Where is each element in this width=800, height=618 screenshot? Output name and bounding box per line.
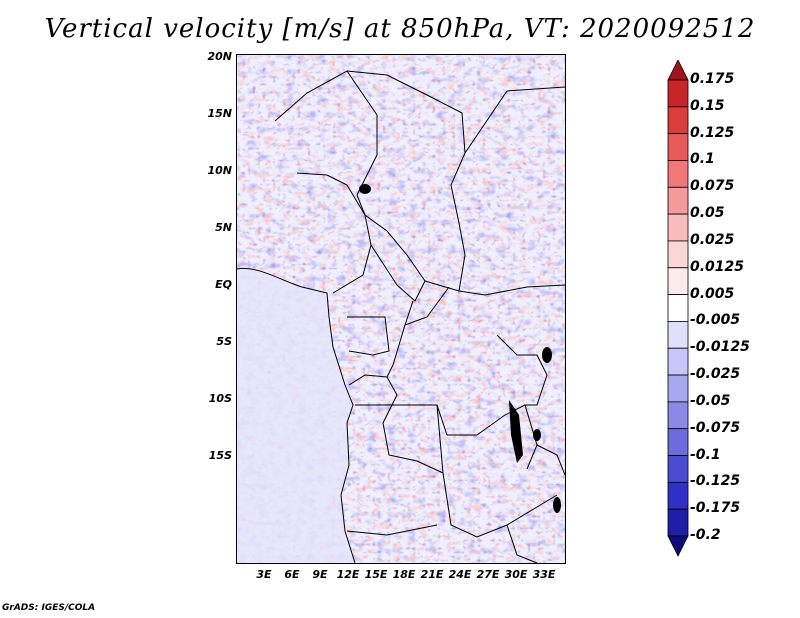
colorbar-tick-label: 0.0125: [690, 258, 745, 275]
lon-label: 3E: [256, 568, 272, 581]
colorbar: [667, 60, 689, 557]
colorbar-segment: [667, 401, 689, 430]
lon-label: 33E: [532, 568, 556, 581]
colorbar-tick-label: -0.2: [690, 527, 721, 543]
colorbar-segment: [667, 106, 689, 135]
colorbar-segment: [667, 267, 689, 295]
colorbar-segment: [667, 481, 689, 510]
colorbar-segment: [667, 213, 689, 242]
colorbar-segment: [667, 160, 689, 188]
colorbar-segment: [667, 133, 689, 161]
colorbar-tick-label: -0.075: [690, 419, 741, 436]
colorbar-segment: [667, 508, 689, 537]
lon-label: 21E: [420, 568, 444, 581]
chart-title: Vertical velocity [m/s] at 850hPa, VT: 2…: [44, 14, 756, 44]
grads-credit: GrADS: IGES/COLA: [2, 603, 96, 613]
colorbar-segment: [667, 186, 689, 215]
lat-label: 20N: [207, 50, 232, 63]
colorbar-tick-label: 0.025: [690, 231, 735, 248]
colorbar-tick-label: -0.175: [690, 500, 741, 517]
colorbar-tick-label: -0.025: [690, 366, 741, 383]
lat-label: 15S: [208, 449, 232, 462]
lon-label: 27E: [476, 568, 500, 581]
colorbar-tick-label: 0.125: [690, 124, 735, 141]
lon-label: 30E: [504, 568, 528, 581]
lon-label: 24E: [448, 568, 472, 581]
colorbar-top-arrow: [667, 60, 689, 81]
lat-label: EQ: [215, 278, 232, 291]
map-plot-area: [236, 54, 566, 564]
colorbar-tick-label: -0.1: [690, 446, 721, 463]
colorbar-segment: [667, 79, 689, 108]
colorbar-segment: [667, 455, 689, 483]
lat-label: 10N: [207, 164, 232, 177]
colorbar-segment: [667, 347, 689, 376]
colorbar-bottom-arrow: [667, 535, 689, 557]
colorbar-tick-label: 0.15: [690, 97, 725, 114]
colorbar-tick-label: 0.075: [690, 178, 735, 195]
colorbar-tick-label: -0.0125: [690, 339, 750, 356]
lat-label: 15N: [207, 107, 232, 120]
colorbar-tick-label: -0.125: [690, 473, 741, 490]
colorbar-segment: [667, 294, 689, 322]
colorbar-segment: [667, 428, 689, 456]
lat-label: 5S: [216, 335, 232, 348]
lon-label: 18E: [392, 568, 416, 581]
country-borders: [237, 70, 565, 563]
colorbar-segment: [667, 374, 689, 403]
colorbar-segment: [667, 240, 689, 269]
lon-label: 9E: [312, 568, 328, 581]
colorbar-segment: [667, 321, 689, 349]
colorbar-tick-label: -0.05: [690, 392, 731, 409]
colorbar-tick-label: 0.05: [690, 205, 725, 222]
colorbar-tick-label: 0.175: [690, 71, 735, 87]
lat-label: 10S: [208, 392, 232, 405]
colorbar-tick-label: -0.005: [690, 312, 741, 329]
vertical-velocity-field: [237, 55, 565, 563]
colorbar-tick-label: 0.005: [690, 285, 735, 302]
lakes: [359, 184, 561, 513]
colorbar-tick-label: 0.1: [690, 151, 715, 168]
lon-label: 12E: [336, 568, 360, 581]
lon-label: 15E: [364, 568, 388, 581]
lon-label: 6E: [284, 568, 300, 581]
lat-label: 5N: [215, 221, 232, 234]
